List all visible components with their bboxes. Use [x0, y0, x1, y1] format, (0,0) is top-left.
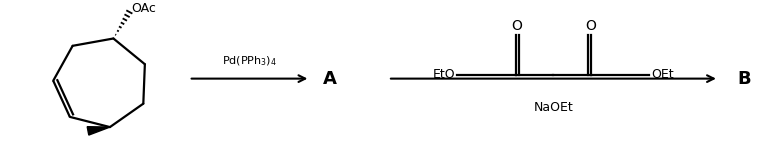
Text: A: A	[324, 70, 337, 88]
Text: O: O	[585, 19, 596, 33]
Text: OAc: OAc	[132, 2, 156, 15]
Text: O: O	[511, 19, 522, 33]
Text: EtO: EtO	[433, 68, 456, 81]
Text: OEt: OEt	[651, 68, 673, 81]
Text: Pd(PPh$_3$)$_4$: Pd(PPh$_3$)$_4$	[222, 55, 277, 68]
Polygon shape	[87, 127, 110, 135]
Text: NaOEt: NaOEt	[533, 101, 574, 114]
Text: B: B	[737, 70, 751, 88]
